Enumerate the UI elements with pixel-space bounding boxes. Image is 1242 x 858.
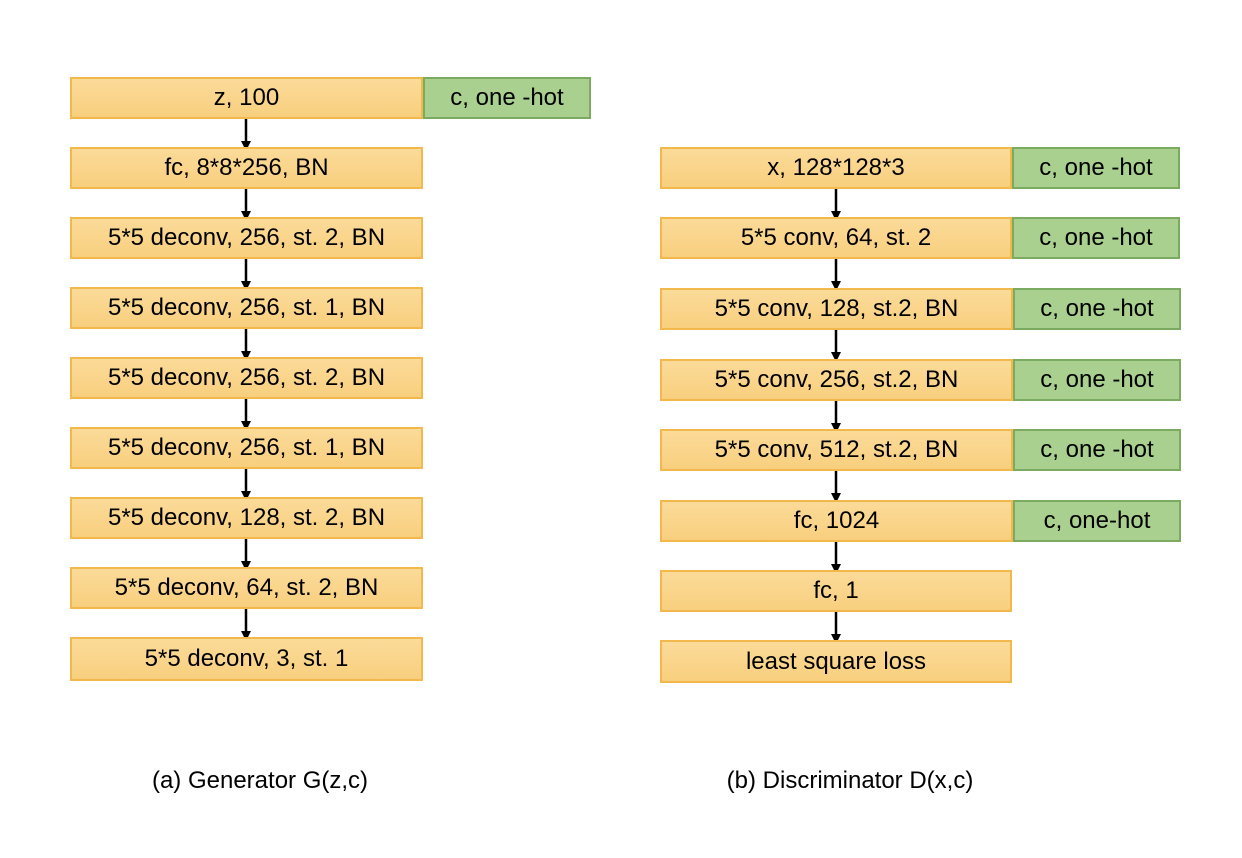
gen-layer-4: 5*5 deconv, 256, st. 2, BN: [70, 357, 423, 399]
disc-condition-box-4: c, one -hot: [1013, 359, 1181, 401]
gen-layer-5: 5*5 deconv, 256, st. 1, BN: [70, 427, 423, 469]
disc-layer-1: 5*5 conv, 64, st. 2: [660, 217, 1012, 259]
disc-condition-box-1: c, one -hot: [1012, 147, 1180, 189]
discriminator-caption: (b) Discriminator D(x,c): [726, 767, 974, 794]
disc-layer-5: fc, 1024: [660, 500, 1013, 542]
gen-layer-8: 5*5 deconv, 3, st. 1: [70, 637, 423, 681]
disc-condition-box-6: c, one-hot: [1013, 500, 1181, 542]
generator-caption: (a) Generator G(z,c): [151, 767, 369, 794]
gen-layer-1: fc, 8*8*256, BN: [70, 147, 423, 189]
disc-condition-box-3: c, one -hot: [1013, 288, 1181, 330]
disc-layer-4: 5*5 conv, 512, st.2, BN: [660, 429, 1013, 471]
disc-layer-7: least square loss: [660, 640, 1012, 683]
gen-layer-7: 5*5 deconv, 64, st. 2, BN: [70, 567, 423, 609]
disc-condition-box-2: c, one -hot: [1012, 217, 1180, 259]
disc-layer-3: 5*5 conv, 256, st.2, BN: [660, 359, 1013, 401]
gen-layer-6: 5*5 deconv, 128, st. 2, BN: [70, 497, 423, 539]
disc-layer-2: 5*5 conv, 128, st.2, BN: [660, 288, 1013, 330]
disc-condition-box-5: c, one -hot: [1013, 429, 1181, 471]
gen-layer-2: 5*5 deconv, 256, st. 2, BN: [70, 217, 423, 259]
gen-layer-3: 5*5 deconv, 256, st. 1, BN: [70, 287, 423, 329]
disc-layer-6: fc, 1: [660, 570, 1012, 612]
disc-input-layer: x, 128*128*3: [660, 147, 1012, 189]
gen-condition-box: c, one -hot: [423, 77, 591, 119]
gen-input-layer: z, 100: [70, 77, 423, 119]
